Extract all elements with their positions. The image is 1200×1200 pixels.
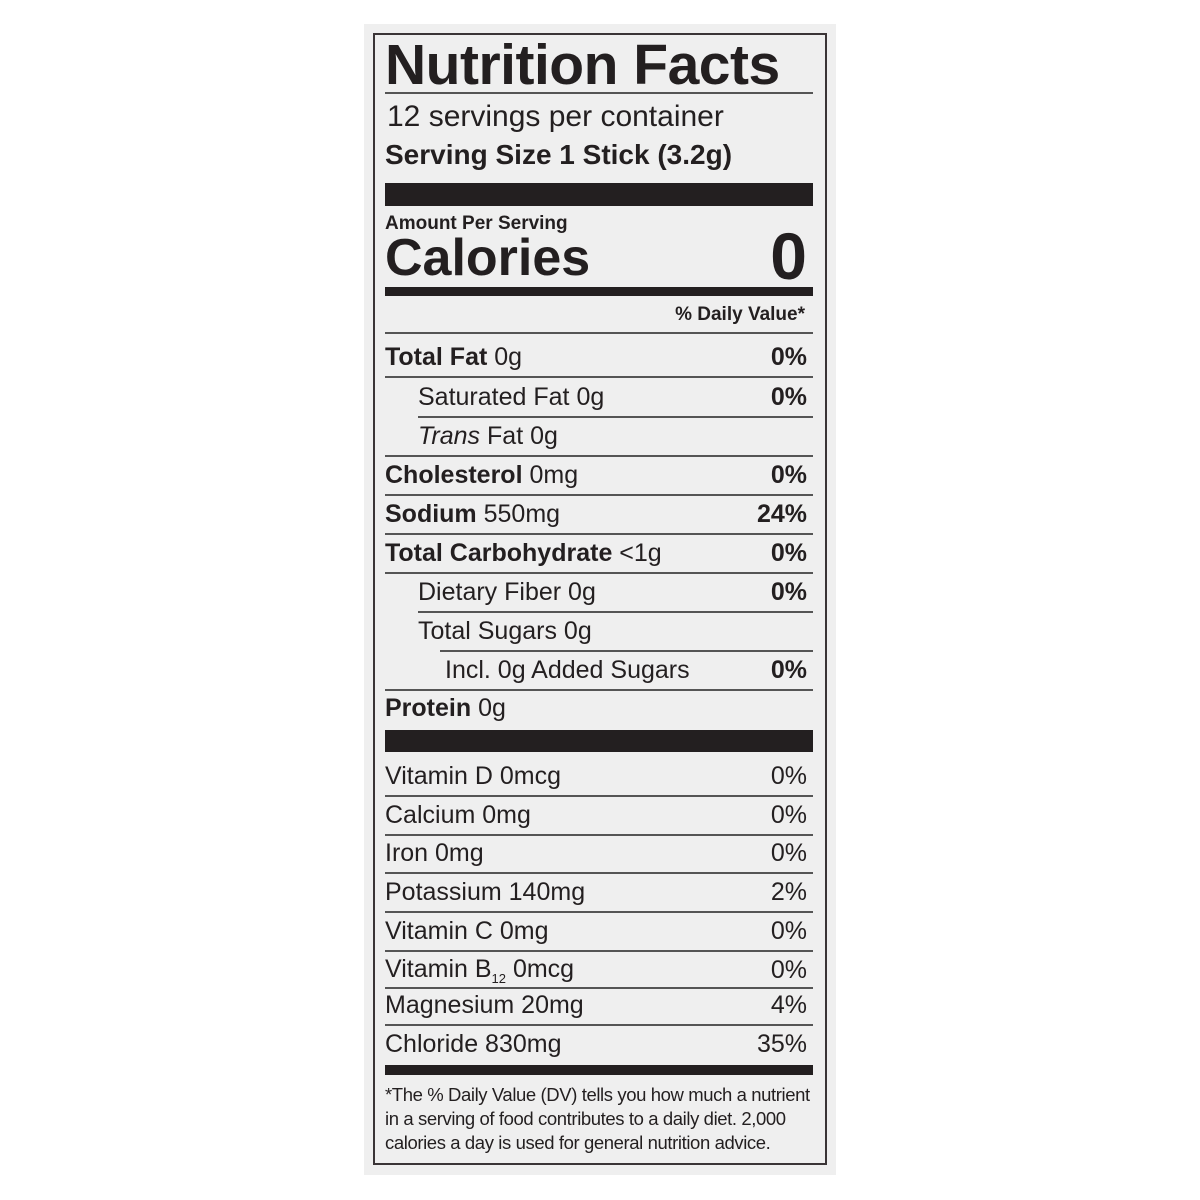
medium-divider (385, 1065, 813, 1075)
nutrient-row-trans-fat: Trans Fat 0g (418, 422, 558, 450)
label-title: Nutrition Facts (385, 33, 780, 97)
calories-label: Calories (385, 229, 591, 287)
calories-value: 0 (770, 219, 807, 293)
nutrient-row-sodium: Sodium 550mg 24% (385, 500, 807, 528)
nutrient-row-total-sugars: Total Sugars 0g (418, 617, 592, 645)
nutrient-row-cholesterol: Cholesterol 0mg 0% (385, 461, 807, 489)
vitamin-row: Magnesium 20mg 4% (385, 991, 807, 1019)
vitamin-row: Iron 0mg 0% (385, 839, 807, 867)
footnote: *The % Daily Value (DV) tells you how mu… (385, 1084, 810, 1153)
servings-per-container: 12 servings per container (387, 100, 724, 133)
medium-divider (385, 287, 813, 296)
label-panel (364, 24, 836, 1175)
daily-value-header: % Daily Value* (675, 304, 805, 325)
vitamin-row: Vitamin C 0mg 0% (385, 917, 807, 945)
thick-divider (385, 730, 813, 752)
thick-divider (385, 183, 813, 206)
nutrient-row-protein: Protein 0g (385, 694, 506, 722)
divider (385, 332, 813, 334)
vitamin-row: Calcium 0mg 0% (385, 801, 807, 829)
serving-size: Serving Size 1 Stick (3.2g) (385, 139, 733, 170)
nutrient-row-total-fat: Total Fat 0g 0% (385, 343, 807, 371)
vitamin-row: Chloride 830mg 35% (385, 1030, 807, 1058)
vitamin-row: Potassium 140mg 2% (385, 878, 807, 906)
nutrient-row-saturated-fat: Saturated Fat 0g 0% (418, 383, 807, 411)
divider (385, 92, 813, 94)
nutrient-row-dietary-fiber: Dietary Fiber 0g 0% (418, 578, 807, 606)
nutrition-facts-border (373, 33, 827, 1165)
nutrient-row-added-sugars: Incl. 0g Added Sugars 0% (445, 656, 807, 684)
vitamin-row: Vitamin D 0mcg 0% (385, 762, 807, 790)
vitamin-row: Vitamin B12 0mcg 0% (385, 955, 807, 986)
nutrient-row-total-carbohydrate: Total Carbohydrate <1g 0% (385, 539, 807, 567)
amount-per-serving: Amount Per Serving (385, 213, 568, 234)
